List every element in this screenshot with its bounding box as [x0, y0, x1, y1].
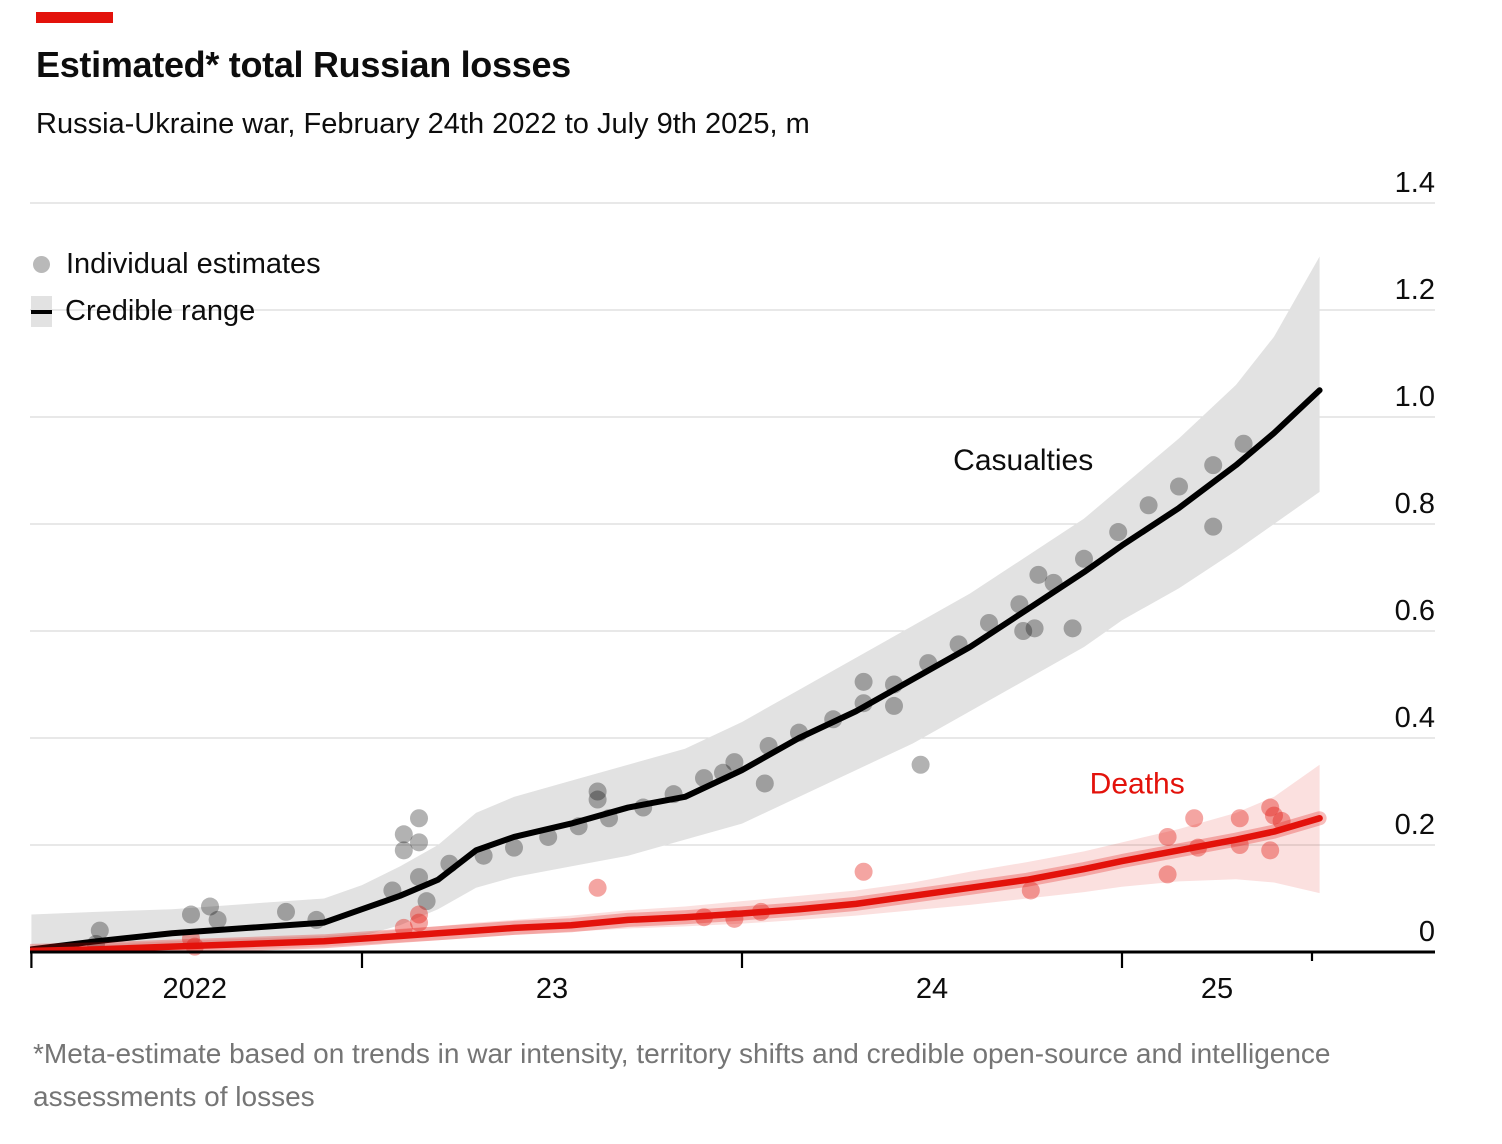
estimate-dot [588, 790, 607, 809]
estimate-dot [201, 897, 219, 916]
casualties-label: Casualties [953, 444, 1093, 477]
casualties-line-group [30, 387, 1323, 952]
legend-item-credible-range: Credible range [30, 295, 321, 328]
estimate-dot [1029, 565, 1048, 584]
estimate-dot [755, 774, 774, 793]
estimate-dot [417, 892, 436, 911]
estimate-dot [911, 755, 930, 774]
y-axis-label: 0.6 [1395, 595, 1435, 627]
y-axis-label: 1.4 [1395, 167, 1435, 199]
estimate-dot [1025, 619, 1044, 638]
accent-bar [36, 12, 113, 23]
y-axis-label: 0.2 [1395, 809, 1435, 841]
estimate-dot [410, 905, 428, 924]
estimate-dot [1234, 434, 1253, 453]
estimate-dot [1185, 809, 1204, 828]
estimate-dot [1075, 549, 1093, 568]
estimate-dot [1014, 622, 1033, 640]
estimate-dot [394, 841, 413, 860]
deaths-line [30, 815, 1323, 952]
estimate-dot [1204, 517, 1223, 536]
casualties-individual-estimates [87, 434, 1253, 953]
y-axis-label: 1.0 [1395, 381, 1435, 413]
estimate-dot [588, 782, 607, 801]
deaths-line-group [30, 811, 1327, 952]
estimate-dot [1204, 456, 1223, 475]
estimate-dot [1170, 477, 1188, 496]
x-axis-labels: 2022 23 24 25 [163, 973, 1234, 1005]
estimate-dot [410, 868, 428, 887]
deaths-label: Deaths [1090, 767, 1185, 800]
y-axis-label: 0.4 [1395, 702, 1435, 734]
footnote: *Meta-estimate based on trends in war in… [33, 1038, 1331, 1113]
estimate-dot [410, 833, 428, 852]
estimate-dot [1109, 523, 1128, 542]
chart-subtitle: Russia-Ukraine war, February 24th 2022 t… [36, 108, 810, 140]
series-annotations: Casualties Deaths [953, 444, 1185, 801]
legend-item-individual-estimates: Individual estimates [30, 248, 321, 281]
x-axis-label: 2022 [163, 973, 228, 1005]
credible-range-swatch-icon [31, 296, 52, 327]
estimate-dot [1261, 798, 1280, 817]
estimate-dot [1021, 881, 1040, 900]
y-axis-label: 1.2 [1395, 274, 1435, 306]
estimate-dot [725, 753, 744, 772]
casualties-credible-range-band [31, 256, 1320, 952]
legend: Individual estimates Credible range [30, 248, 321, 342]
estimate-dot [410, 809, 428, 828]
y-axis-label: 0.8 [1395, 488, 1435, 520]
estimate-dot [1265, 806, 1283, 825]
estimate-dot [854, 862, 873, 881]
x-axis-label: 24 [916, 973, 948, 1005]
estimate-dot [1230, 809, 1249, 828]
estimate-dot [208, 910, 227, 929]
estimate-dot [410, 913, 428, 932]
y-axis-labels: 0 0.2 0.4 0.6 0.8 1.0 1.2 1.4 [1395, 167, 1435, 948]
casualties-line [30, 387, 1323, 952]
estimate-dot [1158, 827, 1177, 846]
legend-label: Credible range [65, 295, 256, 327]
estimate-dot [1158, 865, 1177, 884]
estimate-dot [90, 921, 109, 940]
credible-range-bands [31, 256, 1320, 952]
estimate-dot [277, 902, 295, 921]
estimate-dot [588, 878, 607, 897]
estimate-dot [885, 696, 903, 715]
individual-estimates-dot-icon [33, 256, 50, 273]
estimate-dot [394, 825, 413, 844]
x-axis-label: 25 [1201, 973, 1233, 1005]
legend-label: Individual estimates [66, 248, 321, 280]
chart-title: Estimated* total Russian losses [36, 44, 571, 85]
estimate-dot [182, 905, 200, 924]
estimate-dot [1261, 841, 1280, 860]
estimate-dot [980, 613, 998, 632]
estimate-dot [1063, 619, 1082, 638]
x-axis-label: 23 [536, 973, 568, 1005]
estimate-dot [1139, 496, 1158, 515]
estimate-dot [854, 672, 873, 691]
y-axis-label: 0 [1419, 916, 1435, 948]
credible-range-line-icon [31, 309, 52, 314]
estimate-dot [505, 838, 523, 857]
x-axis-ticks [30, 952, 1314, 968]
